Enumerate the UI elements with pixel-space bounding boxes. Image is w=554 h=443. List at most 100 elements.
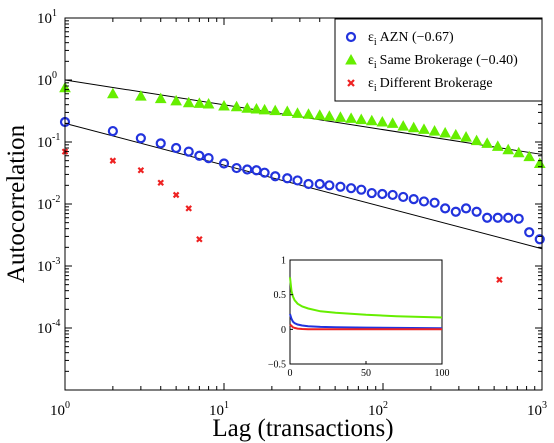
x-tick-label: 102 <box>368 400 388 419</box>
data-point-circle <box>194 150 205 161</box>
legend-label-same-brokerage: εi Same Brokerage (−0.40) <box>368 53 518 71</box>
data-point-circle <box>513 213 524 224</box>
data-point-triangle <box>365 114 378 126</box>
x-stroke <box>172 191 180 199</box>
data-point-triangle <box>345 112 357 123</box>
data-point-triangle <box>154 92 167 104</box>
series-different-brokerage <box>61 148 503 284</box>
data-point-circle <box>292 175 303 186</box>
data-point-circle <box>492 212 503 223</box>
data-point-circle <box>524 227 535 238</box>
x-tick-label: 103 <box>527 400 547 419</box>
series-azn-0-67 <box>59 116 545 245</box>
x-stroke <box>196 235 203 243</box>
inset-y-tick-label: 0 <box>281 325 286 336</box>
data-point-triangle <box>269 104 282 116</box>
data-point-triangle <box>481 137 494 148</box>
main-series <box>59 81 546 284</box>
data-point-triangle <box>491 140 504 151</box>
inset-x-tick-label: 100 <box>435 368 450 379</box>
x-tick-label: 100 <box>50 400 70 419</box>
data-point-triangle <box>250 103 263 114</box>
inset-y-tick-label: −0.5 <box>268 360 286 371</box>
data-point-triangle <box>193 97 206 108</box>
y-tick-label: 10-3 <box>37 256 60 275</box>
legend-marker-circle <box>345 31 357 43</box>
data-point-triangle <box>355 113 368 125</box>
data-point-circle <box>107 125 118 137</box>
data-point-x <box>185 205 193 212</box>
data-point-circle <box>345 183 357 194</box>
data-point-circle <box>183 146 194 157</box>
data-point-circle <box>314 178 325 190</box>
x-stroke <box>137 166 145 174</box>
inset-x-tick-label: 0 <box>288 368 293 379</box>
data-point-triangle <box>218 100 230 111</box>
data-point-triangle <box>202 97 215 109</box>
data-point-x <box>196 235 203 243</box>
data-point-circle <box>155 138 166 149</box>
data-point-circle <box>270 171 281 182</box>
plot-frame <box>64 17 543 391</box>
data-point-triangle <box>407 121 420 133</box>
inset-series-line <box>289 323 442 331</box>
legend-marker-x <box>347 79 355 87</box>
data-point-circle <box>231 162 242 174</box>
data-point-triangle <box>291 107 304 118</box>
data-point-circle <box>398 191 409 203</box>
data-point-triangle <box>302 108 315 119</box>
inset-y-tick-label: 1 <box>281 256 286 267</box>
data-point-circle <box>218 158 230 169</box>
data-point-circle <box>429 197 440 208</box>
data-point-triangle <box>135 90 147 101</box>
data-point-circle <box>171 142 182 154</box>
data-point-circle <box>503 212 514 223</box>
data-point-circle <box>460 203 472 214</box>
data-point-circle <box>440 203 451 214</box>
legend-label-azn: εi AZN (−0.67) <box>368 30 454 48</box>
data-point-triangle <box>170 94 182 106</box>
x-stroke <box>157 179 165 187</box>
data-point-circle <box>282 173 293 184</box>
data-point-triangle <box>449 128 462 140</box>
legend-entry-same-brokerage: εi Same Brokerage (−0.40) <box>345 53 518 71</box>
data-point-triangle <box>230 100 243 112</box>
data-point-circle <box>377 188 388 200</box>
data-point-triangle <box>386 117 399 128</box>
data-point-circle <box>242 164 253 175</box>
inset-plot-frame <box>289 259 443 365</box>
y-tick-label: 10-4 <box>37 318 60 337</box>
data-point-triangle <box>281 105 294 117</box>
data-point-circle <box>408 193 419 205</box>
data-point-circle <box>303 178 314 190</box>
inset-x-tick-label: 50 <box>361 368 371 379</box>
x-stroke <box>109 157 117 164</box>
data-point-circle <box>335 181 346 192</box>
data-point-x <box>109 157 117 164</box>
x-stroke <box>496 276 503 284</box>
y-tick-label: 101 <box>37 8 57 27</box>
y-tick-label: 10-2 <box>37 194 60 213</box>
legend-box <box>334 18 543 102</box>
legend-entry-different-brokerage: εi Different Brokerage <box>347 76 493 94</box>
data-point-triangle <box>376 115 389 127</box>
inset-series-line <box>289 313 443 330</box>
data-point-triangle <box>182 96 195 108</box>
data-point-circle <box>387 189 398 201</box>
data-point-triangle <box>313 109 326 120</box>
legend-marker-triangle <box>345 53 357 65</box>
data-point-triangle <box>241 102 254 113</box>
data-point-circle <box>366 187 377 199</box>
data-point-circle <box>259 167 270 178</box>
inset-series <box>289 277 443 331</box>
y-axis-label: Autocorrelation <box>3 124 30 283</box>
data-point-triangle <box>460 131 472 142</box>
data-point-triangle <box>418 123 430 134</box>
x-axis-label: Lag (transactions) <box>212 415 393 442</box>
data-point-triangle <box>502 143 515 155</box>
inset-y-tick-label: 0.5 <box>274 290 287 301</box>
data-point-circle <box>324 180 335 191</box>
